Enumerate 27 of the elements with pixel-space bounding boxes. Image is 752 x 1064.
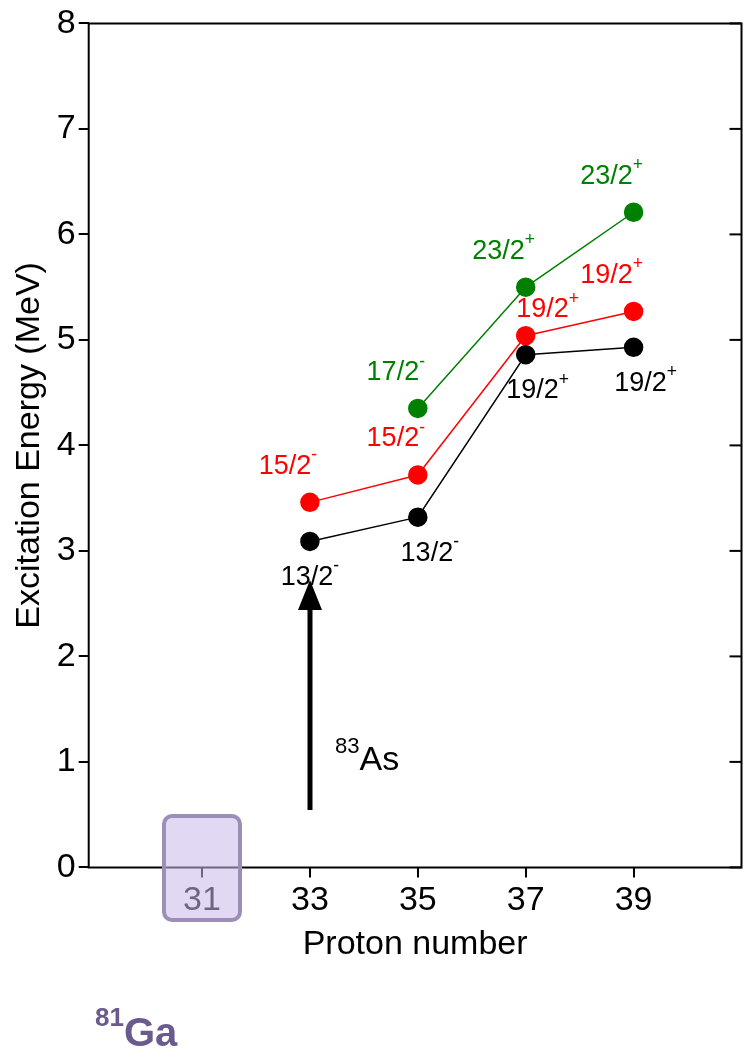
data-label: 19/2+ — [516, 287, 580, 324]
y-tick-label: 2 — [56, 634, 76, 673]
data-label: 15/2- — [258, 444, 318, 480]
x-axis-title: Proton number — [302, 922, 528, 961]
x-tick-label: 35 — [398, 879, 437, 918]
x-tick-label: 37 — [506, 879, 545, 918]
y-axis-title: Excitation Energy (MeV) — [7, 262, 46, 629]
data-label: 19/2+ — [580, 253, 644, 289]
data-label: 15/2- — [366, 416, 426, 453]
data-label: 13/2- — [280, 555, 340, 591]
y-tick-label: 7 — [56, 107, 76, 146]
data-label: 23/2+ — [472, 229, 536, 265]
x-tick-label: 31 — [183, 879, 221, 918]
y-tick-label: 1 — [56, 740, 76, 779]
data-label: 13/2- — [400, 531, 460, 567]
x-tick-label: 33 — [290, 879, 329, 918]
data-label: 19/2+ — [614, 361, 678, 397]
y-tick-label: 0 — [56, 845, 76, 884]
y-tick-label: 6 — [56, 212, 76, 251]
y-tick-label: 4 — [56, 423, 76, 462]
data-label: 23/2+ — [580, 154, 644, 190]
data-label: 19/2+ — [506, 368, 570, 405]
data-label: 17/2- — [366, 350, 426, 386]
y-tick-label: 5 — [56, 318, 76, 357]
y-tick-label: 8 — [56, 1, 76, 40]
x-tick-label: 39 — [614, 879, 653, 918]
y-tick-label: 3 — [56, 529, 76, 568]
